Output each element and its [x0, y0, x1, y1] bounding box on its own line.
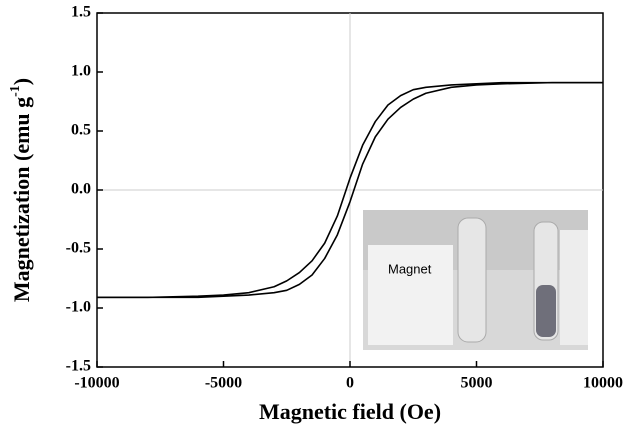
y-label-main: Magnetization (emu g	[9, 97, 34, 302]
inset-label: Magnet	[388, 261, 432, 276]
x-tick-label: 5000	[461, 375, 493, 392]
x-tick-label: -5000	[205, 375, 242, 392]
x-axis-label: Magnetic field (Oe)	[259, 399, 441, 424]
x-tick-label: 0	[346, 375, 354, 392]
y-axis-label: Magnetization (emu g-1)	[8, 78, 34, 302]
y-tick-label: 1.5	[71, 4, 91, 21]
hysteresis-branch	[97, 81, 603, 299]
x-tick-label: 10000	[583, 375, 623, 392]
y-label-end: )	[9, 78, 34, 85]
y-label-sup: -1	[8, 85, 23, 97]
y-tick-label: -1.5	[66, 358, 91, 375]
y-tick-label: -0.5	[66, 240, 91, 257]
x-tick-label: -10000	[74, 375, 119, 392]
tube-left	[457, 217, 487, 343]
suspension	[536, 285, 556, 337]
cloth	[368, 245, 453, 345]
y-tick-label: -1.0	[66, 299, 91, 316]
inset-photo: Magnet	[363, 210, 588, 350]
y-tick-label: 0.5	[71, 122, 91, 139]
cloth-right	[560, 230, 588, 345]
hysteresis-branch	[97, 81, 603, 299]
y-tick-label: 1.0	[71, 63, 91, 80]
y-tick-label: 0.0	[71, 181, 91, 198]
